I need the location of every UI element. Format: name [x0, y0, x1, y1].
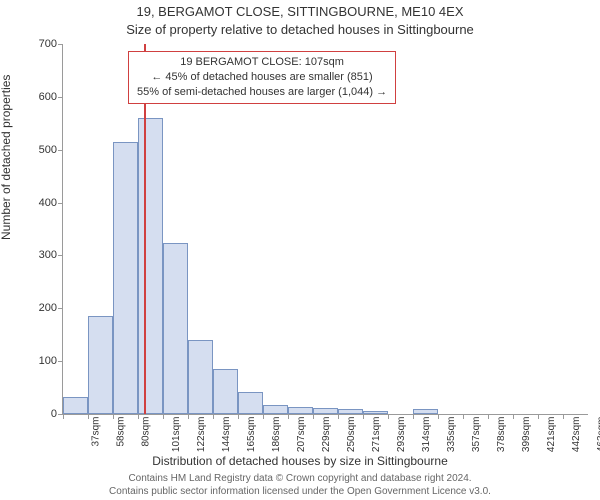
y-tick-mark [58, 97, 63, 98]
x-tick-mark [113, 414, 114, 419]
x-tick-label: 293sqm [396, 417, 407, 453]
x-tick-label: 144sqm [221, 417, 232, 453]
x-tick-mark [488, 414, 489, 419]
chart-subtitle: Size of property relative to detached ho… [0, 22, 600, 37]
x-tick-mark [288, 414, 289, 419]
x-tick-mark [563, 414, 564, 419]
x-tick-label: 335sqm [446, 417, 457, 453]
x-tick-label: 229sqm [321, 417, 332, 453]
x-tick-mark [238, 414, 239, 419]
x-tick-mark [188, 414, 189, 419]
histogram-bar [238, 392, 263, 414]
y-tick-mark [58, 308, 63, 309]
y-tick-label: 500 [25, 144, 57, 156]
histogram-bar [313, 408, 338, 414]
chart-container: 19, BERGAMOT CLOSE, SITTINGBOURNE, ME10 … [0, 0, 600, 500]
x-tick-label: 271sqm [371, 417, 382, 453]
y-tick-mark [58, 203, 63, 204]
histogram-bar [113, 142, 138, 414]
histogram-bar [288, 407, 313, 414]
x-tick-mark [413, 414, 414, 419]
chart-title: 19, BERGAMOT CLOSE, SITTINGBOURNE, ME10 … [0, 4, 600, 19]
y-tick-label: 600 [25, 91, 57, 103]
y-tick-mark [58, 361, 63, 362]
y-tick-label: 100 [25, 355, 57, 367]
x-tick-label: 122sqm [196, 417, 207, 453]
y-tick-mark [58, 44, 63, 45]
x-tick-label: 250sqm [346, 417, 357, 453]
y-axis-label: Number of detached properties [0, 75, 13, 240]
x-tick-label: 399sqm [521, 417, 532, 453]
x-tick-mark [263, 414, 264, 419]
y-tick-mark [58, 255, 63, 256]
histogram-bar [413, 409, 438, 414]
plot-area: 010020030040050060070037sqm58sqm80sqm101… [62, 44, 588, 415]
x-axis-label: Distribution of detached houses by size … [0, 454, 600, 468]
histogram-bar [338, 409, 363, 414]
x-tick-mark [213, 414, 214, 419]
x-tick-label: 37sqm [91, 417, 102, 447]
y-tick-label: 700 [25, 38, 57, 50]
annotation-line-1: 19 BERGAMOT CLOSE: 107sqm [137, 55, 387, 70]
y-tick-label: 200 [25, 302, 57, 314]
x-tick-mark [538, 414, 539, 419]
x-tick-mark [88, 414, 89, 419]
x-tick-mark [163, 414, 164, 419]
x-tick-mark [438, 414, 439, 419]
y-tick-label: 0 [25, 408, 57, 420]
x-tick-mark [138, 414, 139, 419]
x-tick-label: 58sqm [116, 417, 127, 447]
y-tick-label: 300 [25, 249, 57, 261]
annotation-box: 19 BERGAMOT CLOSE: 107sqm← 45% of detach… [128, 51, 396, 104]
x-tick-label: 207sqm [296, 417, 307, 453]
x-tick-label: 378sqm [496, 417, 507, 453]
histogram-bar [263, 405, 288, 415]
annotation-line-3: 55% of semi-detached houses are larger (… [137, 85, 387, 100]
x-tick-label: 101sqm [171, 417, 182, 453]
footer-attribution: Contains HM Land Registry data © Crown c… [0, 473, 600, 498]
x-tick-mark [513, 414, 514, 419]
x-tick-mark [363, 414, 364, 419]
x-tick-label: 165sqm [246, 417, 257, 453]
histogram-bar [188, 340, 213, 414]
x-tick-label: 314sqm [421, 417, 432, 453]
histogram-bar [63, 397, 88, 414]
x-tick-label: 357sqm [471, 417, 482, 453]
annotation-line-2: ← 45% of detached houses are smaller (85… [137, 70, 387, 85]
histogram-bar [138, 118, 163, 414]
x-tick-mark [338, 414, 339, 419]
x-tick-label: 442sqm [571, 417, 582, 453]
x-tick-mark [388, 414, 389, 419]
x-tick-label: 186sqm [271, 417, 282, 453]
x-tick-mark [463, 414, 464, 419]
footer-line-1: Contains HM Land Registry data © Crown c… [128, 473, 471, 484]
x-tick-label: 463sqm [596, 417, 600, 453]
histogram-bar [163, 243, 188, 414]
x-tick-label: 80sqm [141, 417, 152, 447]
histogram-bar [363, 411, 388, 414]
y-tick-mark [58, 150, 63, 151]
histogram-bar [213, 369, 238, 414]
x-tick-mark [63, 414, 64, 419]
x-tick-mark [313, 414, 314, 419]
histogram-bar [88, 316, 113, 414]
footer-line-2: Contains public sector information licen… [109, 486, 491, 497]
y-tick-label: 400 [25, 197, 57, 209]
x-tick-label: 421sqm [546, 417, 557, 453]
